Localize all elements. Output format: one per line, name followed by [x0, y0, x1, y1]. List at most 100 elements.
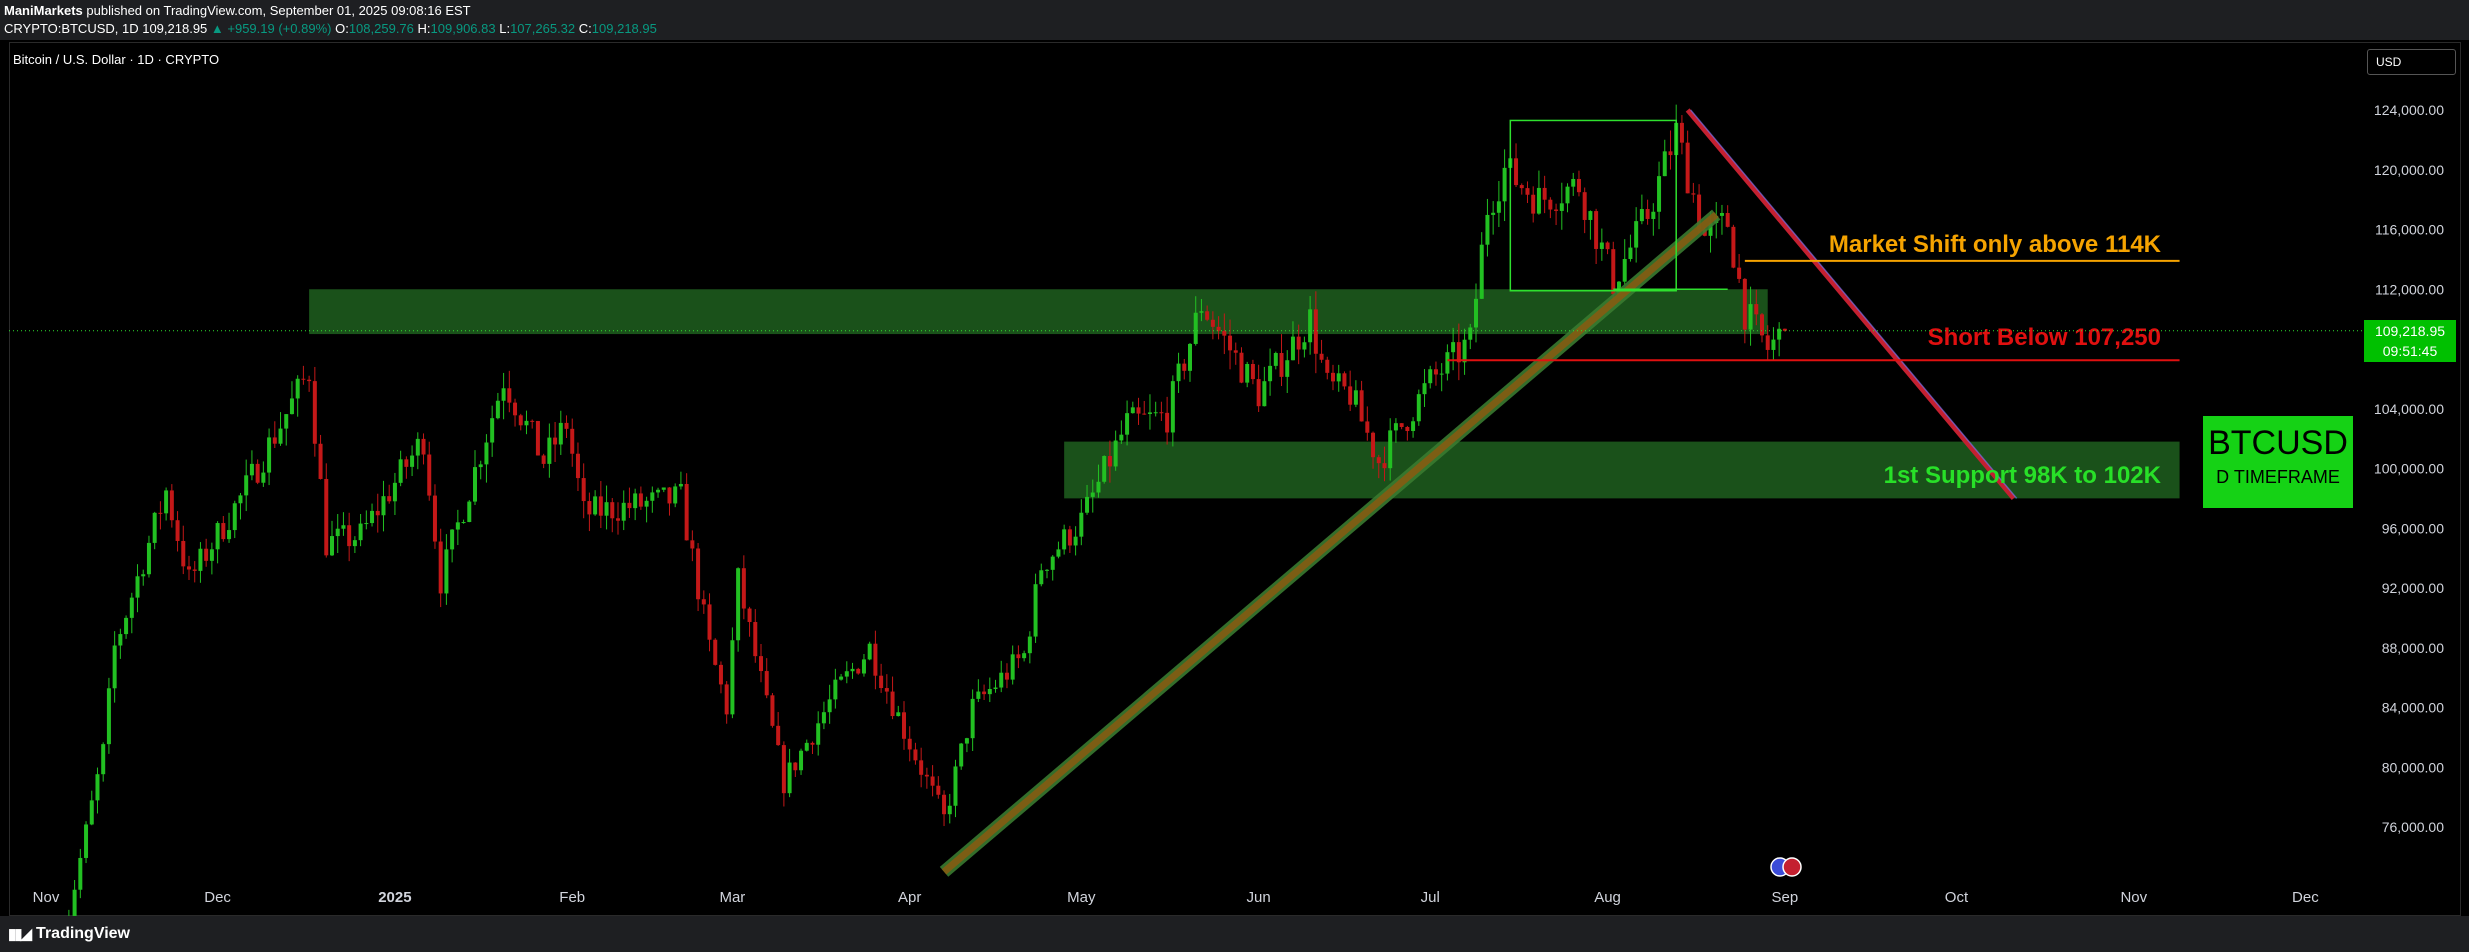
candle-body	[1245, 363, 1250, 383]
candle-body	[884, 688, 889, 692]
candle-body	[1754, 304, 1759, 315]
x-tick-label: Oct	[1945, 889, 1969, 906]
chart-title: Bitcoin / U.S. Dollar · 1D · CRYPTO	[13, 52, 220, 67]
candle-body	[919, 760, 924, 775]
candle-body	[1565, 186, 1570, 204]
candle-body	[678, 483, 683, 487]
candle-body	[1634, 221, 1639, 248]
candle-body	[1622, 258, 1627, 282]
candle-body	[215, 523, 220, 550]
x-tick-label: 2025	[378, 889, 411, 906]
candle-body	[684, 483, 689, 541]
candle-body	[1119, 434, 1124, 441]
x-tick-label: Mar	[719, 889, 745, 906]
candle-body	[793, 762, 798, 771]
candle-body	[581, 478, 586, 502]
candle-body	[1096, 481, 1101, 493]
candle-body	[1496, 201, 1501, 213]
candle-body	[1336, 373, 1341, 382]
candle-body	[141, 574, 146, 577]
candle-body	[1022, 653, 1027, 659]
candlestick-chart[interactable]: Market Shift only above 114K Short Below …	[0, 0, 2469, 916]
candle-body	[610, 502, 615, 519]
candle-body	[747, 608, 752, 623]
support-label: 1st Support 98K to 102K	[1884, 462, 2162, 489]
candle-body	[598, 496, 603, 516]
open-value: 108,259.76	[348, 21, 414, 36]
candle-body	[1725, 212, 1730, 227]
candle-body	[84, 824, 89, 858]
y-tick-label: 96,000.00	[2382, 520, 2444, 536]
candle-body	[564, 422, 569, 429]
candle-body	[1405, 426, 1410, 432]
candle-body	[1542, 187, 1547, 200]
candle-body	[267, 437, 272, 473]
candle-body	[1067, 529, 1072, 546]
candle-body	[484, 442, 489, 465]
y-tick-label: 120,000.00	[2374, 162, 2444, 178]
candle-body	[810, 742, 815, 745]
candle-body	[198, 548, 203, 571]
candle-body	[816, 723, 821, 745]
candle-body	[421, 438, 426, 455]
candle-body	[370, 510, 375, 524]
y-tick-label: 116,000.00	[2375, 222, 2444, 238]
x-tick-label: Jun	[1247, 889, 1271, 906]
candle-body	[1433, 369, 1438, 375]
candle-body	[158, 512, 163, 514]
candle-body	[1004, 672, 1009, 680]
candle-body	[1468, 327, 1473, 340]
tradingview-logo[interactable]: ▮▮◢ TradingView	[8, 925, 130, 943]
candle-body	[959, 743, 964, 767]
candle-body	[1502, 167, 1507, 202]
candle-body	[1662, 151, 1667, 177]
candle-body	[1554, 209, 1559, 211]
candle-body	[244, 475, 249, 496]
candle-body	[535, 420, 540, 456]
candle-body	[381, 496, 386, 516]
candle-body	[1719, 212, 1724, 216]
author-name[interactable]: ManiMarkets	[4, 3, 83, 18]
candle-body	[330, 536, 334, 556]
candle-body	[1079, 512, 1084, 537]
candle-body	[438, 541, 443, 594]
candle-body	[221, 523, 226, 540]
candle-body	[335, 528, 340, 537]
candle-body	[970, 698, 975, 739]
candle-body	[1182, 363, 1187, 371]
candle-body	[72, 889, 77, 916]
candle-body	[404, 459, 409, 467]
candle-body	[524, 420, 529, 426]
candle-body	[1273, 353, 1278, 366]
candle-body	[1353, 390, 1358, 405]
candle-body	[1451, 342, 1456, 353]
candle-body	[530, 420, 535, 422]
candle-body	[1576, 178, 1581, 193]
candle-body	[1102, 456, 1107, 482]
candle-body	[1365, 421, 1370, 433]
candle-body	[152, 512, 157, 543]
candle-body	[873, 643, 878, 676]
candle-body	[713, 639, 718, 665]
candle-body	[289, 398, 294, 415]
candle-body	[1525, 188, 1530, 195]
range-box	[1509, 119, 1677, 292]
currency-button[interactable]: USD	[2367, 49, 2456, 75]
candle-body	[1571, 178, 1576, 187]
x-tick-label: Sep	[1772, 889, 1799, 906]
candle-body	[1588, 211, 1593, 220]
y-tick-label: 112,000.00	[2375, 281, 2444, 297]
candle-body	[312, 381, 317, 444]
candle-body	[1073, 536, 1078, 546]
candle-body	[129, 597, 134, 618]
candle-body	[1651, 211, 1656, 219]
candle-body	[1205, 311, 1210, 320]
x-tick-label: Nov	[2120, 889, 2147, 906]
candle-body	[124, 617, 129, 635]
candle-body	[553, 437, 558, 445]
candle-body	[295, 378, 300, 399]
candle-body	[513, 402, 518, 416]
candle-body	[839, 676, 844, 680]
candle-body	[964, 738, 969, 744]
candle-body	[146, 542, 151, 575]
